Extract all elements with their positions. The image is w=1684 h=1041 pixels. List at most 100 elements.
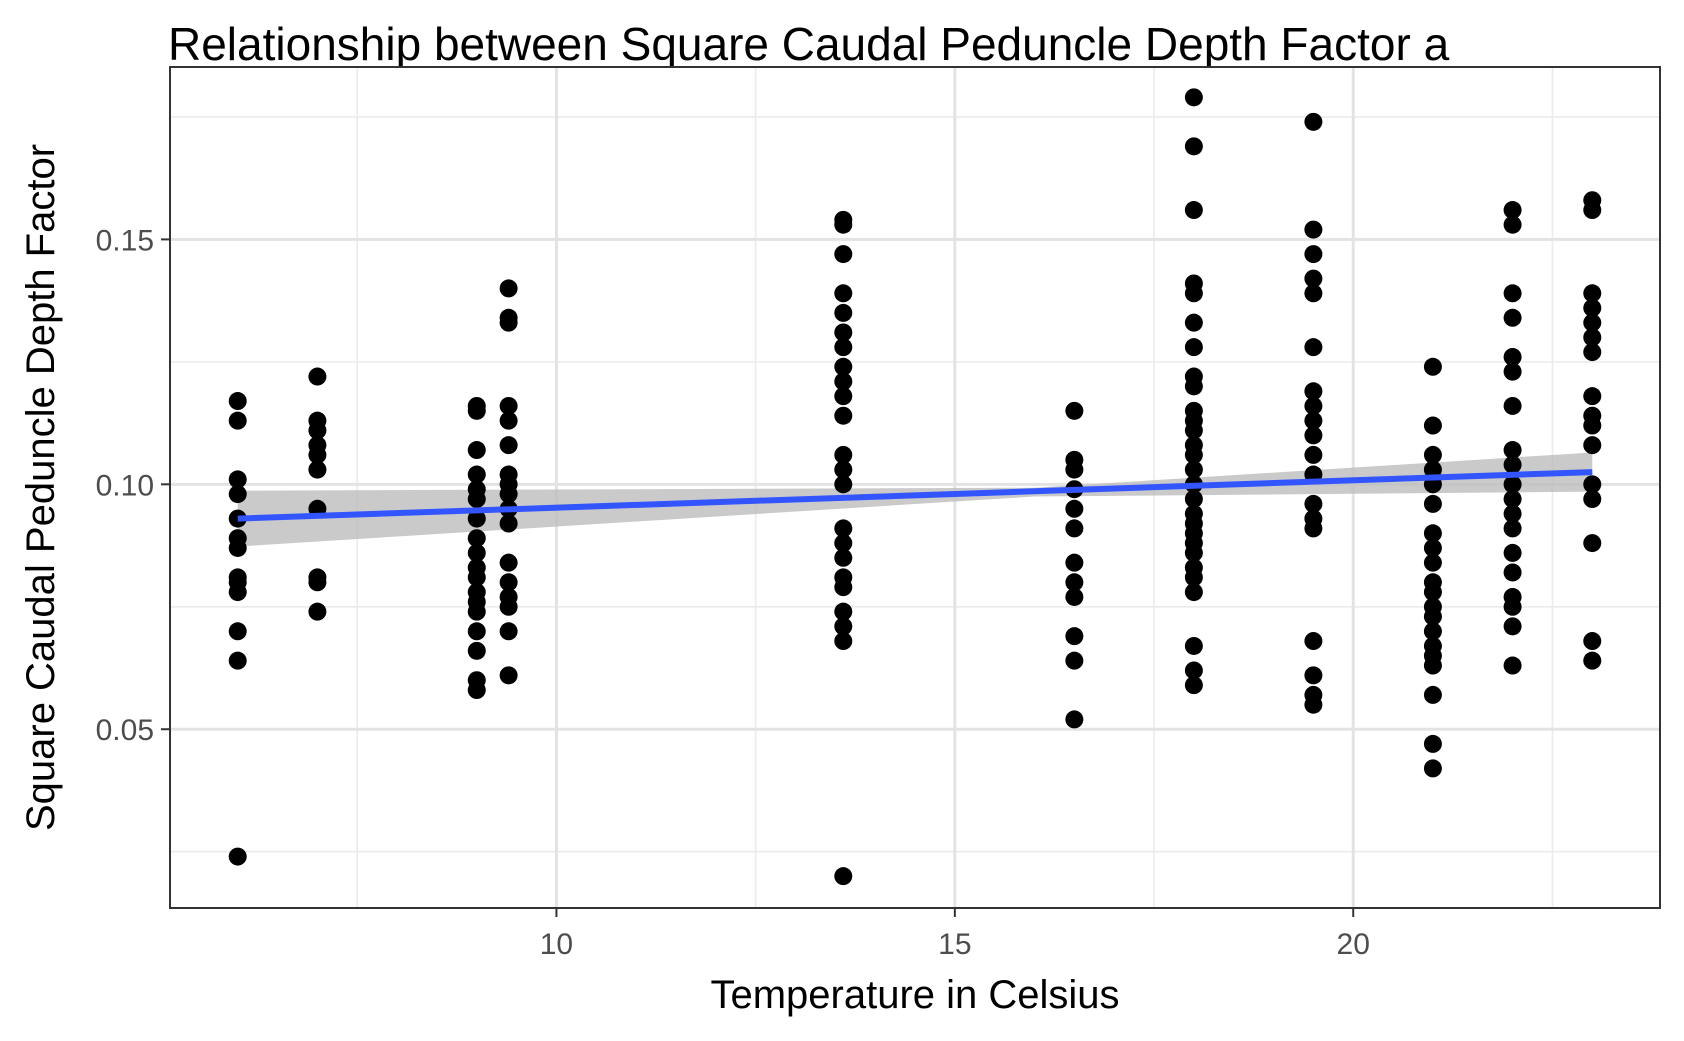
data-point [308,445,327,464]
data-point [1304,338,1323,357]
data-point [1583,313,1602,332]
data-point [834,357,853,376]
data-point [1503,215,1522,234]
data-point [1184,338,1203,357]
data-point [834,460,853,479]
data-point [1503,347,1522,366]
data-point [308,573,327,592]
data-point [1304,695,1323,714]
data-point [1184,421,1203,440]
data-point [1583,534,1602,553]
data-point [1184,661,1203,680]
data-point [1065,627,1084,646]
data-point [499,411,518,430]
data-point [467,465,486,484]
data-point [467,568,486,587]
data-point [834,617,853,636]
data-point [1184,568,1203,587]
data-point [1503,656,1522,675]
data-point [834,632,853,651]
data-point [834,534,853,553]
data-point [308,460,327,479]
data-point [1583,651,1602,670]
data-point [1184,445,1203,464]
data-point [228,485,247,504]
data-point [1184,313,1203,332]
data-point [1065,553,1084,572]
data-point [1184,636,1203,655]
data-point [228,622,247,641]
data-point [1423,445,1442,464]
data-point [1184,583,1203,602]
data-point [1423,416,1442,435]
data-point [1503,597,1522,616]
data-point [1583,343,1602,362]
data-point [1503,201,1522,220]
data-point [467,441,486,460]
data-point [308,367,327,386]
data-point [1065,573,1084,592]
data-point [834,372,853,391]
data-point [499,666,518,685]
data-point [1304,245,1323,264]
data-point [834,387,853,406]
data-point [1423,583,1442,602]
data-point [1583,201,1602,220]
data-point [834,602,853,621]
data-point [1503,563,1522,582]
data-point [1184,377,1203,396]
data-point [834,303,853,322]
data-point [228,411,247,430]
y-tick-label: 0.15 [96,224,154,257]
data-point [1423,460,1442,479]
data-point [1503,455,1522,474]
data-point [499,313,518,332]
data-point [499,573,518,592]
data-point [499,622,518,641]
data-point [1503,490,1522,509]
data-point [1503,504,1522,523]
data-point [1304,632,1323,651]
data-point [834,578,853,597]
data-point [228,538,247,557]
data-point [467,529,486,548]
data-point [467,681,486,700]
data-point [1423,622,1442,641]
data-point [308,421,327,440]
data-point [1423,357,1442,376]
data-point [1503,396,1522,415]
data-point [1503,475,1522,494]
data-point [834,338,853,357]
y-axis-label: Square Caudal Peduncle Depth Factor [19,144,63,831]
data-point [1423,685,1442,704]
plot-border [169,66,1661,909]
data-point [1503,362,1522,381]
data-point [1583,298,1602,317]
data-point [834,867,853,886]
data-point [499,553,518,572]
data-point [1423,607,1442,626]
y-axis: 0.05 0.10 0.15 [96,224,170,747]
data-point [1304,220,1323,239]
data-point [1184,543,1203,562]
data-point [1184,88,1203,107]
data-point [1583,436,1602,455]
data-point [1583,475,1602,494]
data-point [1503,617,1522,636]
data-point [228,583,247,602]
data-point [1503,441,1522,460]
data-point [1065,460,1084,479]
data-point [1423,734,1442,753]
data-point [1503,284,1522,303]
data-point [1184,201,1203,220]
data-point [1065,401,1084,420]
data-point [1184,460,1203,479]
data-point [308,602,327,621]
y-tick-label: 0.10 [96,469,154,502]
data-point [1583,284,1602,303]
data-point [1304,382,1323,401]
chart-title: Relationship between Square Caudal Pedun… [168,18,1450,70]
data-point [467,543,486,562]
data-point [834,406,853,425]
